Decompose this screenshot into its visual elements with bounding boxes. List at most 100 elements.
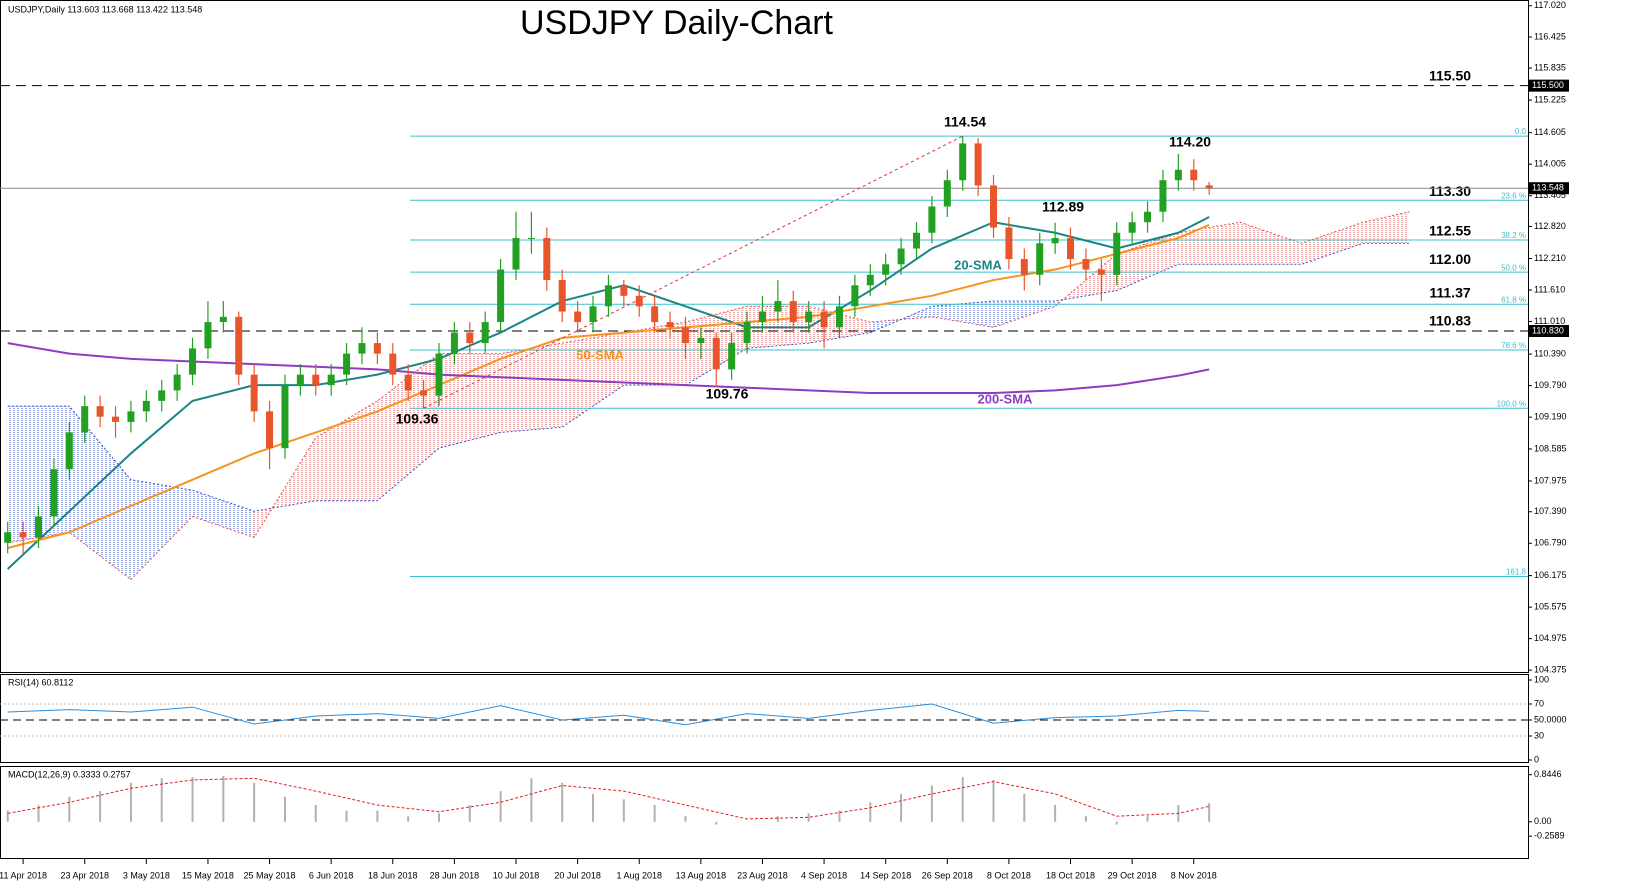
candle-body — [589, 306, 597, 323]
header: USDJPY,Daily 113.603 113.668 113.422 113… — [8, 4, 202, 14]
candle-body — [774, 301, 782, 312]
y-tick-label: 114.005 — [1534, 159, 1566, 169]
candle-body — [219, 316, 227, 323]
x-tick-label: 14 Sep 2018 — [860, 870, 911, 880]
x-tick-label: 11 Apr 2018 — [0, 870, 47, 880]
candle-body — [96, 406, 104, 417]
rsi-line — [7, 703, 1210, 726]
level-label: 111.37 — [1429, 284, 1470, 300]
candle-body — [420, 390, 428, 396]
candle-body — [235, 316, 243, 375]
fib-connector — [423, 135, 963, 409]
rsi-tick-label: 100 — [1534, 674, 1549, 684]
candle-body — [851, 285, 859, 307]
candle-body — [35, 516, 43, 538]
candle-body — [189, 348, 197, 375]
fib-label: 50.0 % — [1501, 263, 1526, 272]
axis-marker-box — [1529, 325, 1569, 338]
macd-title: MACD(12,26,9) 0.3333 0.2757 — [8, 769, 131, 779]
axis-marker-label: 113.548 — [1532, 183, 1564, 193]
level-label: 115.50 — [1429, 67, 1471, 83]
y-tick-label: 114.605 — [1534, 127, 1566, 137]
macd-signal — [7, 777, 1210, 820]
candle-body — [697, 337, 705, 344]
candle-body — [1159, 180, 1167, 212]
candle-body — [450, 332, 458, 354]
candle-body — [1097, 269, 1105, 275]
level-label: 112.00 — [1429, 251, 1471, 267]
price-annotation: 109.36 — [396, 411, 439, 427]
macd-tick-label: 0.8446 — [1534, 769, 1562, 779]
y-tick-label: 107.975 — [1534, 475, 1567, 485]
candle-body — [728, 343, 736, 370]
candle-body — [866, 274, 874, 286]
cloud-segment — [931, 301, 994, 328]
candle-body — [1051, 238, 1059, 244]
cloud-edge — [7, 242, 1410, 512]
rsi-tick-label: 50.0000 — [1534, 714, 1567, 724]
candle-body — [65, 432, 73, 470]
x-tick-label: 26 Sep 2018 — [922, 870, 973, 880]
y-tick-label: 110.390 — [1534, 349, 1566, 359]
candle-body — [327, 374, 335, 386]
main-frame — [0, 0, 1529, 673]
candle-body — [481, 322, 489, 344]
candle-body — [681, 327, 689, 344]
candle-body — [1190, 169, 1198, 181]
cloud-segment — [438, 353, 501, 449]
cloud-segment — [192, 490, 255, 538]
cloud-segment — [1239, 222, 1302, 265]
candle-body — [4, 532, 12, 543]
x-tick-label: 29 Oct 2018 — [1108, 870, 1157, 880]
rsi-title: RSI(14) 60.8112 — [8, 677, 73, 687]
x-tick-label: 18 Oct 2018 — [1046, 870, 1095, 880]
level-label: 110.83 — [1429, 313, 1471, 329]
ma-label: 20-SMA — [954, 257, 1002, 272]
y-tick-label: 108.585 — [1534, 443, 1567, 453]
candle-body — [1205, 185, 1213, 189]
cloud-edge — [7, 211, 1410, 581]
x-tick-label: 20 Jul 2018 — [554, 870, 601, 880]
y-tick-label: 117.020 — [1534, 0, 1566, 10]
level-label: 112.55 — [1429, 222, 1471, 238]
y-tick-label: 109.790 — [1534, 380, 1567, 390]
ma-label: 50-SMA — [576, 347, 624, 362]
x-tick-label: 8 Oct 2018 — [987, 870, 1031, 880]
macd-tick-label: 0.00 — [1534, 816, 1552, 826]
ma-line — [7, 342, 1210, 395]
candle-body — [758, 311, 766, 323]
x-tick-label: 13 Aug 2018 — [676, 870, 727, 880]
candle-body — [928, 206, 936, 233]
candle-body — [1005, 227, 1013, 260]
candle-body — [974, 143, 982, 186]
cloud-segment — [562, 332, 624, 428]
candle-body — [50, 469, 58, 517]
fib-label: 38.2 % — [1501, 231, 1526, 240]
candle-body — [912, 232, 920, 249]
candle-body — [142, 400, 150, 412]
candle-body — [666, 322, 674, 328]
ma-label: 200-SMA — [978, 391, 1034, 406]
price-annotation: 112.89 — [1042, 199, 1084, 215]
y-tick-label: 112.820 — [1534, 221, 1566, 231]
rsi-tick-label: 70 — [1534, 698, 1544, 708]
candle-body — [527, 238, 535, 240]
candle-body — [574, 311, 582, 323]
candle-body — [990, 185, 998, 228]
y-tick-label: 106.790 — [1534, 538, 1567, 548]
cloud-segment — [315, 400, 378, 501]
price-annotation: 114.54 — [944, 114, 986, 130]
candle-body — [204, 322, 212, 349]
cloud-segment — [1178, 222, 1240, 265]
x-tick-label: 25 May 2018 — [244, 870, 296, 880]
candle-body — [835, 306, 843, 328]
macd-tick-label: -0.2589 — [1534, 831, 1565, 841]
cloud-segment — [1301, 222, 1364, 265]
y-tick-label: 109.190 — [1534, 412, 1567, 422]
x-tick-label: 28 Jun 2018 — [430, 870, 480, 880]
ma-line — [7, 223, 1210, 549]
candle-body — [466, 332, 474, 344]
candle-body — [543, 238, 551, 281]
rsi-tick-label: 0 — [1534, 754, 1539, 764]
candle-body — [820, 311, 828, 328]
